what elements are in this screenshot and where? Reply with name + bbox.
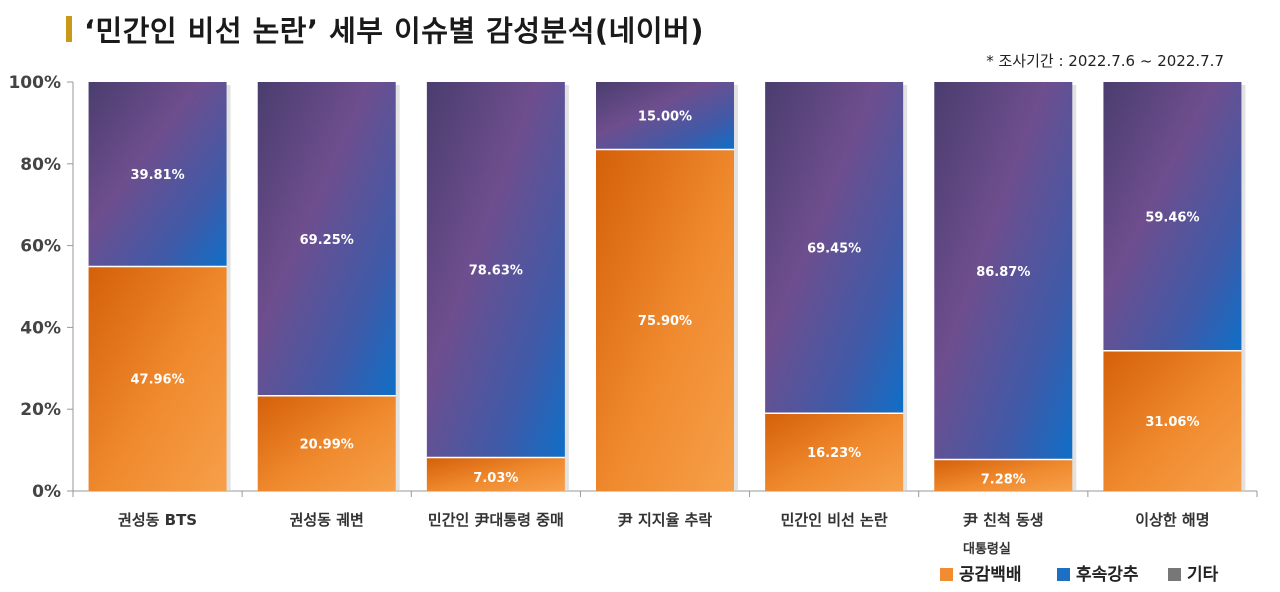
- bar-empathy: [596, 149, 734, 492]
- bar-followup: [765, 82, 904, 414]
- x-tick-label: 尹 친척 동생: [963, 511, 1044, 529]
- y-tick-label: 20%: [20, 400, 61, 420]
- bar-followup: [88, 82, 227, 267]
- data-label-empathy: 31.06%: [1145, 415, 1199, 430]
- y-tick-label: 0%: [32, 482, 61, 502]
- legend-swatch-other: [1168, 568, 1181, 581]
- data-label-empathy: 75.90%: [638, 314, 692, 329]
- legend-item-other: 기타: [1168, 560, 1218, 585]
- data-label-followup: 69.45%: [807, 242, 861, 257]
- bar-empathy: [934, 459, 1073, 491]
- data-label-followup: 69.25%: [300, 233, 354, 248]
- x-tick-label: 尹 지지율 추락: [618, 511, 713, 529]
- x-tick-label: 권성동 BTS: [118, 511, 197, 529]
- survey-period: * 조사기간 : 2022.7.6 ~ 2022.7.7: [986, 52, 1224, 70]
- bar-followup: [1103, 82, 1242, 351]
- bar-empathy: [765, 413, 904, 491]
- bar-empathy: [88, 266, 227, 491]
- data-label-followup: 15.00%: [638, 110, 692, 125]
- title-accent-bar: [66, 16, 72, 42]
- bar-empathy: [257, 395, 396, 491]
- x-tick-label: 권성동 궤변: [290, 511, 364, 529]
- legend-item-empathy: 공감백배: [940, 560, 1022, 585]
- bar-empathy: [1103, 350, 1242, 491]
- x-tick-label: 이상한 해명: [1135, 511, 1209, 529]
- legend-item-followup: 후속강추: [1057, 560, 1139, 585]
- data-label-empathy: 47.96%: [130, 373, 184, 388]
- data-label-empathy: 16.23%: [807, 446, 861, 461]
- y-tick-label: 60%: [20, 237, 61, 257]
- x-tick-label: 민간인 비선 논란: [781, 511, 888, 529]
- data-label-empathy: 7.28%: [981, 472, 1026, 487]
- data-label-followup: 78.63%: [469, 264, 523, 279]
- chart-title: ‘민간인 비선 논란’ 세부 이슈별 감성분석(네이버): [84, 14, 704, 48]
- bar-followup: [596, 82, 734, 150]
- data-label-empathy: 7.03%: [473, 471, 518, 486]
- data-label-empathy: 20.99%: [300, 437, 354, 452]
- legend-label-other: 기타: [1187, 565, 1219, 585]
- legend-label-empathy: 공감백배: [959, 565, 1022, 585]
- y-tick-label: 100%: [8, 73, 61, 93]
- legend-extra-label: 대통령실: [963, 542, 1011, 557]
- bar-followup: [426, 82, 565, 458]
- bar-empathy: [426, 457, 565, 491]
- data-label-followup: 39.81%: [130, 168, 184, 183]
- y-tick-label: 40%: [20, 318, 61, 338]
- legend-swatch-empathy: [940, 568, 953, 581]
- legend-label-followup: 후속강추: [1076, 565, 1139, 585]
- y-tick-label: 80%: [20, 155, 61, 175]
- x-tick-label: 민간인 尹대통령 중매: [428, 511, 564, 529]
- data-label-followup: 59.46%: [1145, 210, 1199, 225]
- bar-followup: [934, 82, 1073, 460]
- bar-followup: [257, 82, 396, 396]
- data-label-followup: 86.87%: [976, 265, 1030, 280]
- legend-swatch-followup: [1057, 568, 1070, 581]
